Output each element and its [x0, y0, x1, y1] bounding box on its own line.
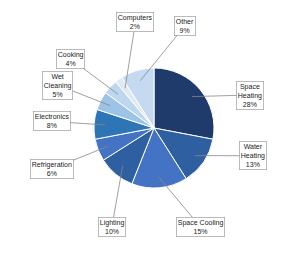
svg-text:Cooking4%: Cooking4% — [58, 51, 84, 67]
svg-text:Refrigeration6%: Refrigeration6% — [32, 161, 72, 177]
svg-text:WaterHeating13%: WaterHeating13% — [241, 143, 265, 168]
svg-text:Other9%: Other9% — [176, 18, 194, 34]
svg-text:Electronics8%: Electronics8% — [35, 113, 70, 129]
svg-text:Space Cooling15%: Space Cooling15% — [178, 219, 224, 235]
svg-text:SpaceHeating28%: SpaceHeating28% — [238, 83, 262, 108]
svg-text:Computers2%: Computers2% — [118, 14, 153, 30]
svg-text:WetCleaning5%: WetCleaning5% — [44, 73, 72, 98]
svg-text:Lighting10%: Lighting10% — [100, 219, 125, 235]
